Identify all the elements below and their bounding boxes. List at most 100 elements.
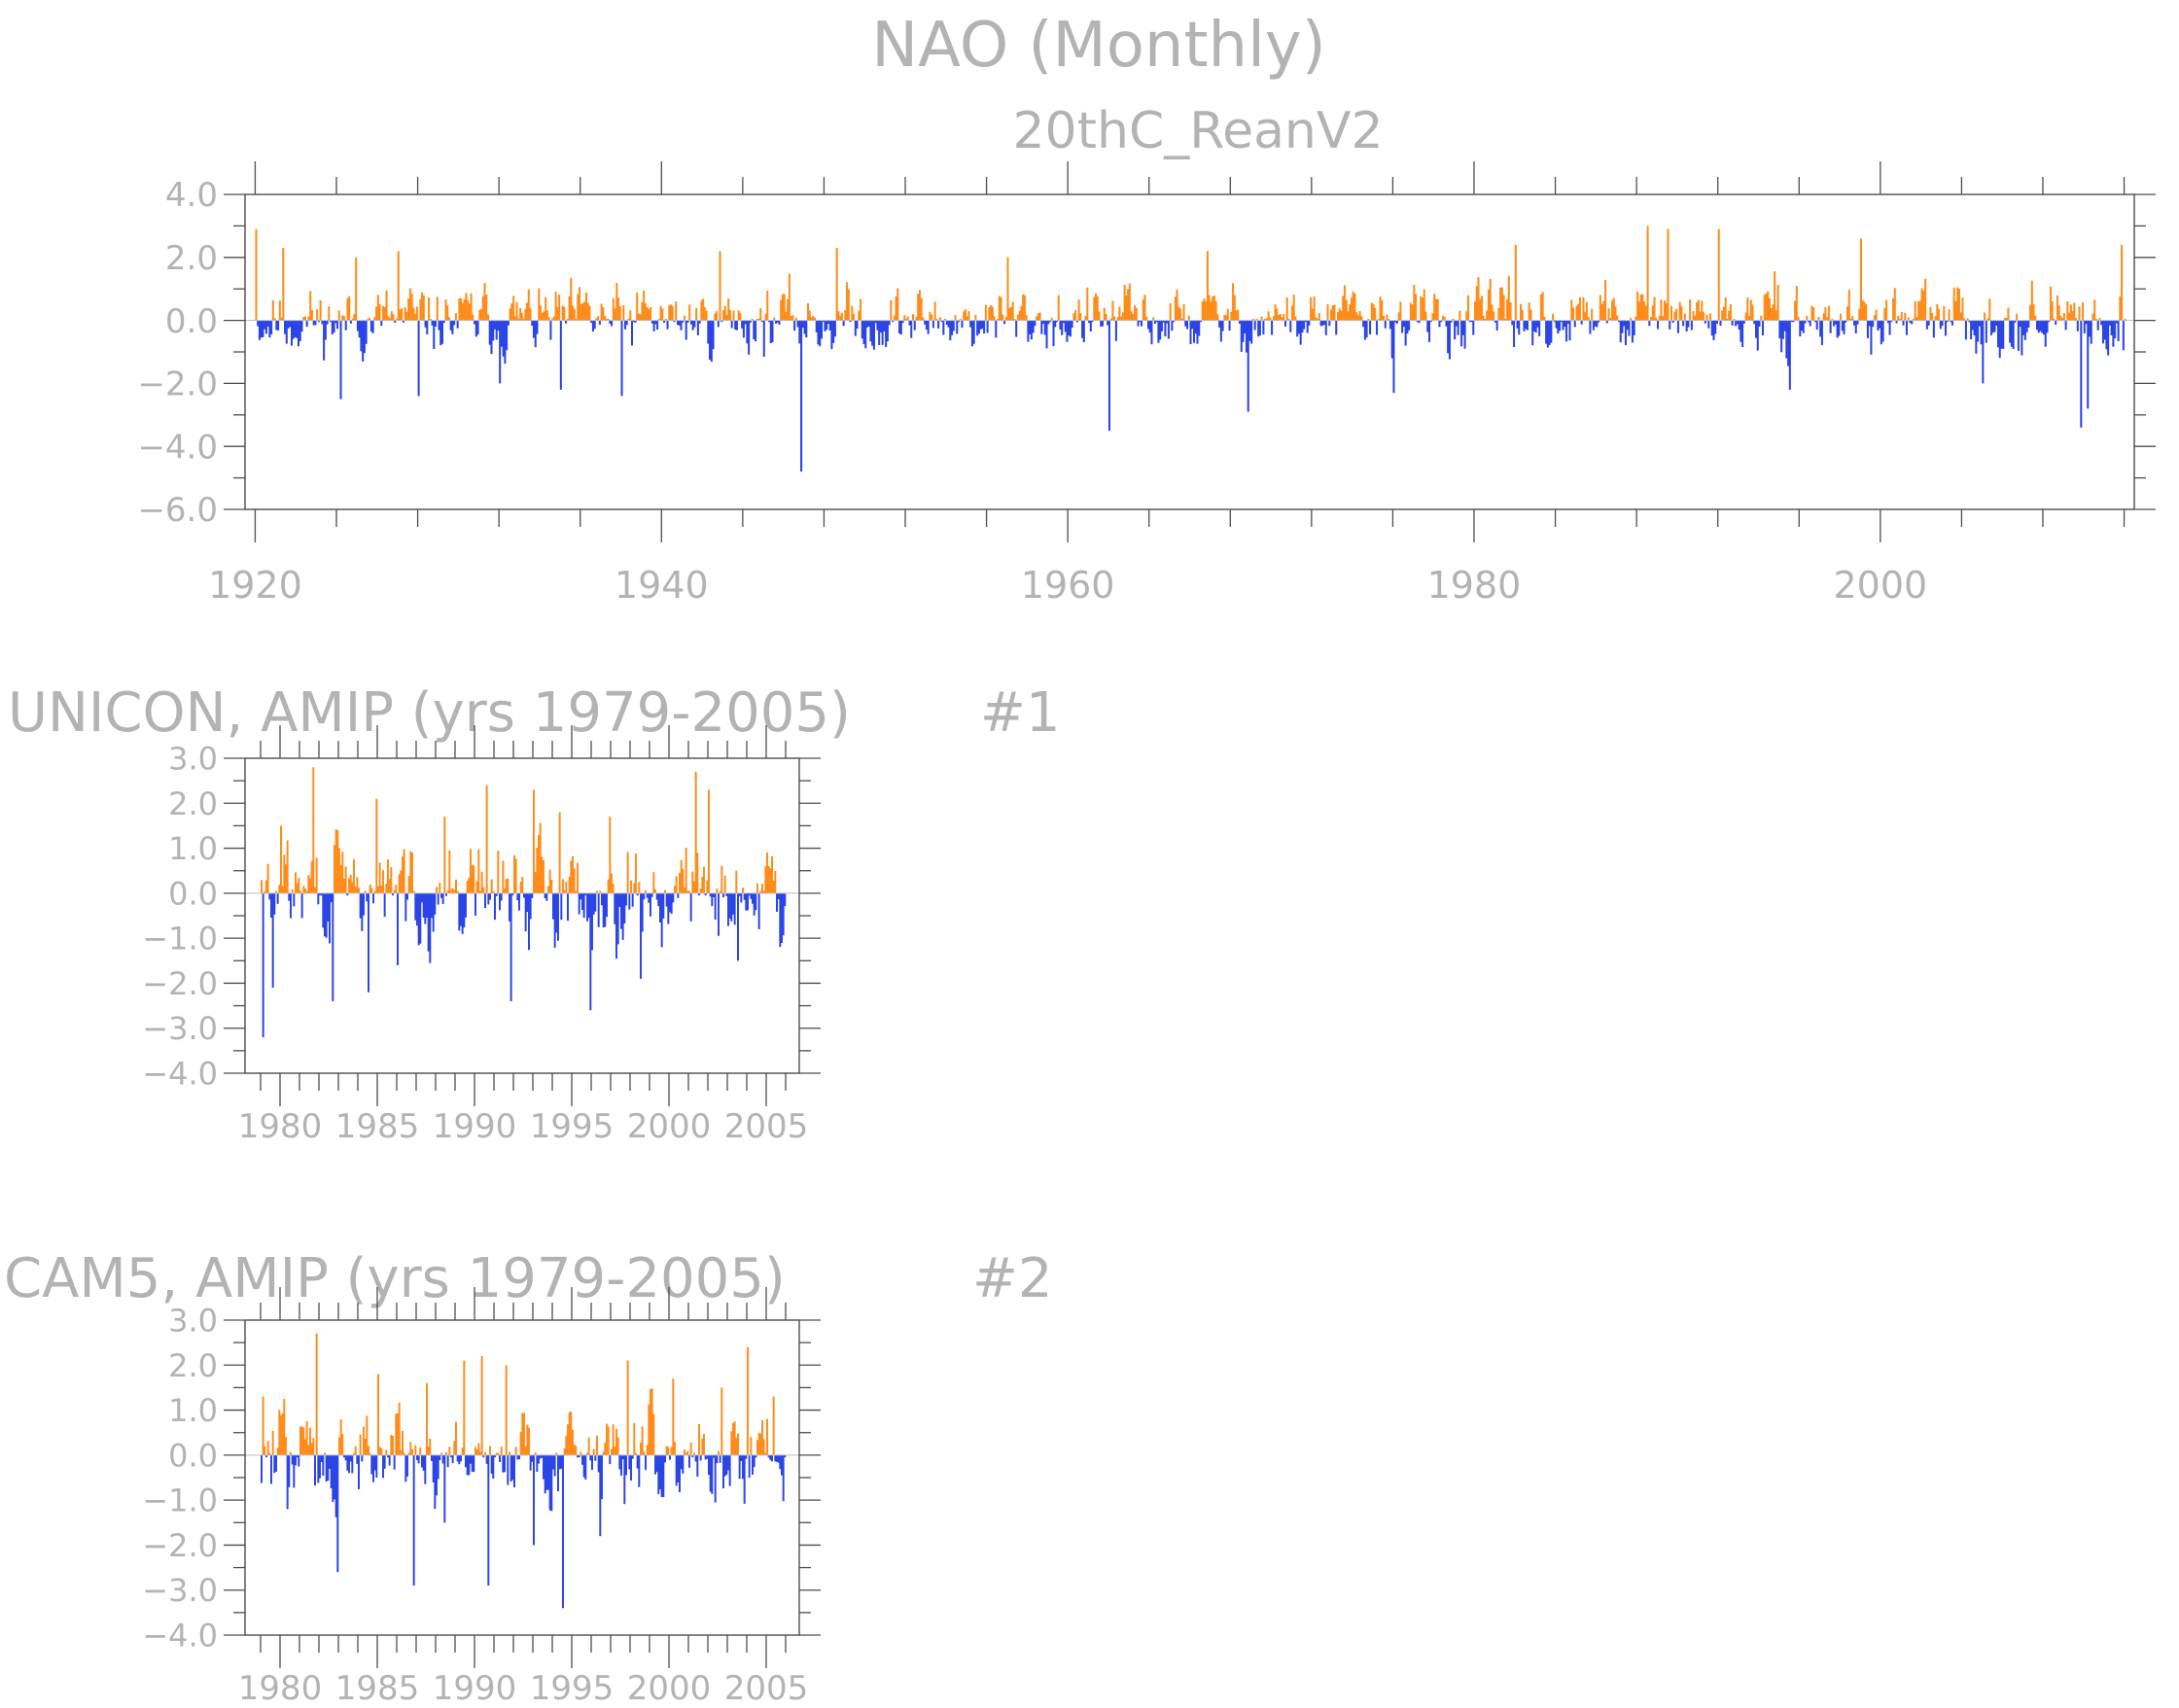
nao-bar <box>652 1413 655 1455</box>
nao-bar <box>453 1441 456 1455</box>
nao-bar <box>468 1454 471 1476</box>
nao-bar <box>533 1454 535 1546</box>
nao-bar <box>2034 315 2037 321</box>
nao-bar <box>560 1454 563 1469</box>
nao-bar <box>509 1451 510 1455</box>
nao-bar <box>1776 284 1779 321</box>
nao-bar <box>1002 320 1006 325</box>
nao-bar <box>440 1452 442 1455</box>
nao-bar <box>1032 320 1035 333</box>
nao-bar <box>479 1451 481 1455</box>
nao-bar <box>1566 320 1569 325</box>
nao-bar <box>262 892 264 1037</box>
nao-bar <box>264 320 266 330</box>
nao-bar <box>382 1454 384 1479</box>
nao-bar <box>688 1454 690 1468</box>
nao-bar <box>591 892 593 951</box>
nao-bar <box>488 320 491 345</box>
nao-bar <box>393 889 396 893</box>
nao-bar <box>565 881 568 893</box>
nao-bar <box>1658 315 1661 321</box>
nao-bar <box>395 1413 398 1455</box>
nao-bar <box>393 1454 396 1470</box>
nao-bar <box>2100 320 2103 326</box>
nao-bar <box>1883 308 1886 321</box>
nao-bar <box>1594 320 1597 327</box>
nao-bar <box>1208 295 1211 321</box>
nao-bar <box>2088 320 2091 337</box>
nao-bar <box>601 892 603 906</box>
nao-bar <box>523 892 525 898</box>
nao-bar <box>1596 320 1599 328</box>
nao-bar <box>2023 320 2026 340</box>
nao-bar <box>2073 302 2076 321</box>
nao-bar <box>899 320 902 335</box>
nao-bar <box>665 1446 668 1455</box>
nao-bar <box>1362 320 1365 328</box>
nao-bar <box>555 892 558 933</box>
nao-bar <box>895 296 897 321</box>
nao-bar <box>577 294 580 321</box>
nao-bar <box>733 1421 736 1455</box>
nao-bar <box>1269 317 1272 321</box>
nao-bar <box>1748 315 1751 321</box>
nao-bar <box>395 884 398 893</box>
nao-bar <box>771 1454 773 1462</box>
nao-bar <box>1651 305 1654 321</box>
nao-bar <box>266 863 269 893</box>
nao-bar <box>2064 320 2067 331</box>
nao-bar <box>742 1454 744 1480</box>
nao-bar <box>699 1454 702 1461</box>
nao-bar <box>1809 320 1811 327</box>
nao-bar <box>490 879 493 893</box>
nao-bar <box>534 320 537 348</box>
nao-bar <box>431 892 433 919</box>
nao-bar <box>1879 320 1881 329</box>
nao-bar <box>2114 320 2117 338</box>
nao-bar <box>983 320 986 333</box>
nao-bar <box>317 320 320 323</box>
nao-bar <box>324 1452 326 1455</box>
nao-bar <box>533 789 535 893</box>
nao-bar <box>417 892 420 946</box>
nao-bar <box>720 865 723 893</box>
nao-bar <box>524 1446 527 1455</box>
nao-bar <box>796 320 799 328</box>
nao-bar <box>582 1454 585 1478</box>
nao-bar <box>526 1424 529 1455</box>
nao-bar <box>1363 320 1366 340</box>
nao-bar <box>320 1454 323 1462</box>
nao-bar <box>344 320 347 331</box>
nao-bar <box>725 892 728 896</box>
nao-bar <box>847 289 850 321</box>
nao-bar <box>767 320 771 323</box>
nao-bar <box>1016 314 1019 321</box>
nao-bar <box>554 292 557 321</box>
nao-bar <box>1008 307 1011 321</box>
nao-bar <box>1323 320 1326 325</box>
nao-bar <box>1598 320 1600 323</box>
nao-bar <box>346 1454 349 1471</box>
nao-bar <box>365 320 368 344</box>
nao-bar <box>325 892 328 938</box>
nao-bar <box>1532 320 1535 331</box>
nao-bar <box>407 876 410 893</box>
nao-bar <box>774 1454 777 1462</box>
nao-bar <box>414 892 417 921</box>
nao-bar <box>2080 320 2083 428</box>
nao-bar <box>949 320 952 341</box>
nao-bar <box>1267 311 1270 321</box>
nao-bar <box>1160 320 1163 331</box>
nao-bar <box>972 320 975 344</box>
nao-bar <box>1045 320 1048 349</box>
nao-bar <box>632 320 635 323</box>
nao-bar <box>1529 309 1532 321</box>
nao-bar <box>620 320 623 397</box>
nao-bar <box>750 1437 753 1455</box>
nao-bar <box>417 320 420 397</box>
nao-bar <box>403 1452 405 1455</box>
nao-bar <box>461 892 464 934</box>
nao-bar <box>478 309 481 321</box>
nao-bar <box>655 1454 658 1473</box>
